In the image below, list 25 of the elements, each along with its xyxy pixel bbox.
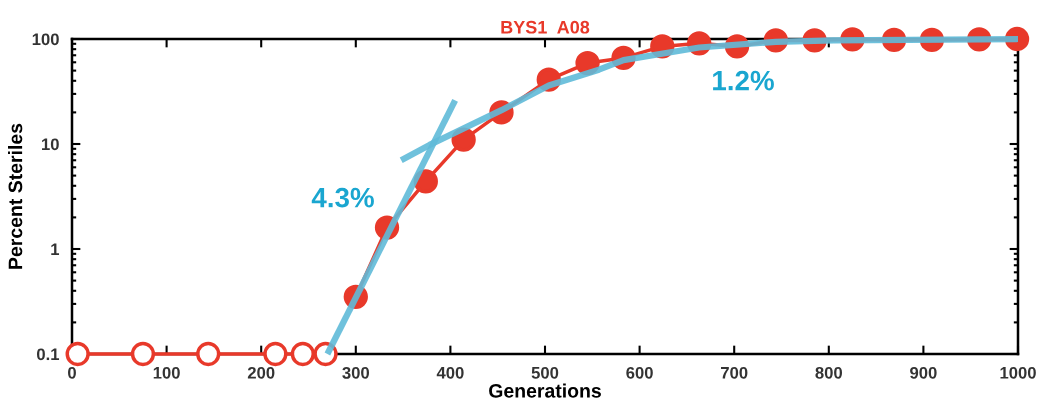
y-tick-label: 10 (42, 138, 59, 151)
x-tick-label: 700 (721, 366, 748, 379)
chart-title: BYS1 A08 (501, 20, 590, 34)
annotation: 1.2% (713, 70, 774, 91)
x-tick-label: 300 (342, 366, 370, 379)
x-tick-label: 600 (626, 366, 653, 379)
x-tick-label: 900 (910, 366, 937, 379)
y-axis-title: Percent Steriles (8, 123, 23, 269)
annotation: 4.3% (311, 187, 374, 208)
x-tick-label: 400 (436, 366, 464, 379)
y-tick-label: 1 (51, 243, 60, 256)
x-axis-title: Generations (489, 383, 601, 398)
point (290, 341, 315, 367)
x-tick-label: 500 (531, 366, 559, 379)
point (130, 341, 156, 367)
x-tick-label: 200 (247, 366, 275, 379)
x-tick-label: 0 (68, 366, 76, 379)
y-tick-label: 0.1 (36, 348, 60, 361)
point (263, 341, 288, 367)
x-tick-label: 1000 (1000, 366, 1036, 379)
point (65, 341, 90, 367)
y-tick-label: 100 (32, 33, 59, 46)
x-tick-label: 800 (815, 366, 843, 379)
x-tick-label: 100 (153, 366, 180, 379)
point (196, 341, 221, 367)
